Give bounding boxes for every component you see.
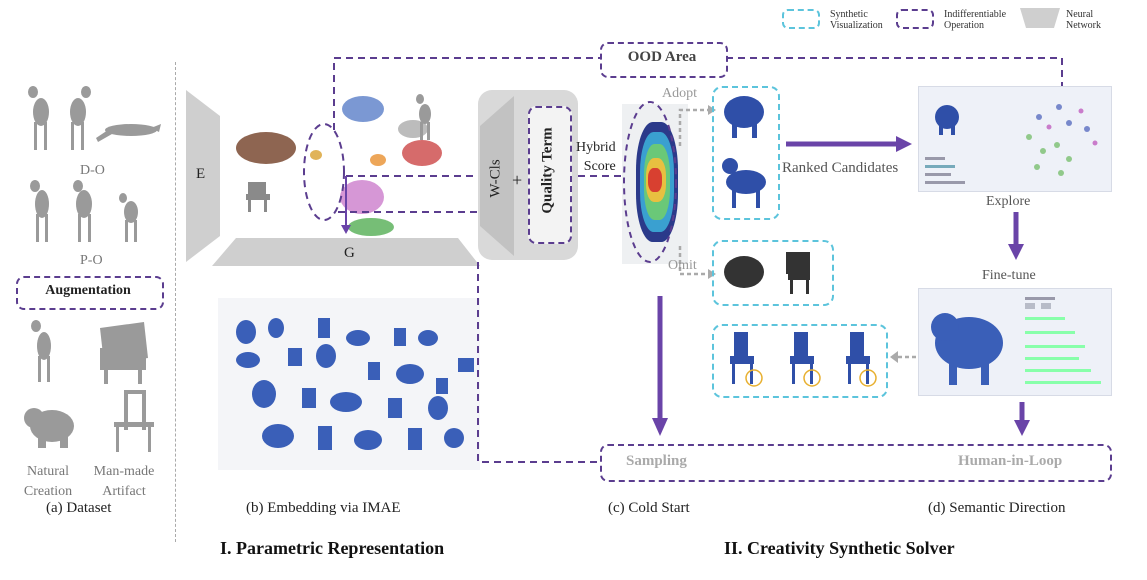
bottom-bar [600, 444, 1112, 482]
embedding-caption: (b) Embedding via IMAE [246, 500, 401, 516]
ranked-candidates-label: Ranked Candidates [782, 160, 899, 176]
separator [175, 62, 176, 542]
finetune-arrow [1008, 212, 1024, 260]
omitted-shapes [724, 252, 810, 294]
heatmap [622, 104, 688, 264]
embedding-scatter [230, 90, 470, 240]
legend-indiff-swatch [896, 9, 934, 29]
ranked-arrow [786, 136, 912, 152]
dataset-caption: (a) Dataset [46, 500, 112, 516]
hybrid-score-label: Hybrid Score [576, 140, 616, 174]
adopted-shapes [722, 96, 766, 208]
human-in-loop-label: Human-in-Loop [958, 453, 1063, 469]
ood-area-label: OOD Area [627, 49, 697, 65]
explore-panel [918, 86, 1112, 192]
deer-models-po [30, 180, 138, 242]
semantic-direction-caption: (d) Semantic Direction [928, 500, 1066, 516]
omitted-shapes-box [712, 240, 834, 306]
augmentation-box [16, 276, 164, 310]
natural-label: Natural Creation [23, 464, 73, 499]
generated-shapes-photo [218, 298, 480, 470]
po-label: P-O [80, 253, 103, 268]
decoder-g [212, 238, 480, 266]
deer-thumb [416, 94, 431, 140]
sampling-arrow [652, 296, 668, 436]
semantic-to-chairs-arrow [890, 351, 918, 363]
manmade-label: Man-made Artifact [93, 464, 155, 499]
ood-area-box [600, 42, 728, 78]
encoder-e [186, 90, 220, 262]
encoder-label: E [196, 166, 206, 182]
do-label: D-O [80, 163, 105, 178]
heatmap-outline [623, 101, 677, 263]
sampling-label: Sampling [626, 453, 687, 469]
omit-label: Omit [668, 258, 697, 273]
explore-label: Explore [986, 194, 1031, 209]
adopted-shapes-box [712, 86, 780, 220]
legend-synthetic-swatch [782, 9, 820, 29]
quality-box [528, 106, 572, 244]
finetuned-shapes [730, 332, 877, 387]
wcls-network [480, 96, 514, 256]
adopt-label: Adopt [662, 86, 697, 101]
decoder-label: G [344, 245, 355, 261]
legend-synthetic-label: Synthetic Visualization [830, 9, 883, 31]
semantic-panel [918, 288, 1112, 396]
section-one-title: I. Parametric Representation [220, 538, 445, 558]
legend-indiff-label: Indifferentiable Operation [944, 9, 1007, 31]
plus-sign: + [512, 170, 523, 190]
legend-nn-label: Neural Network [1066, 9, 1101, 31]
section-two-title: II. Creativity Synthetic Solver [724, 538, 955, 558]
finetune-label: Fine-tune [982, 268, 1036, 283]
augmented-models [24, 320, 154, 452]
finetuned-shapes-box [712, 324, 888, 398]
cold-start-caption: (c) Cold Start [608, 500, 690, 516]
legend-nn-swatch [1020, 8, 1060, 28]
deer-models-do [28, 86, 161, 150]
chair-thumb [246, 182, 270, 212]
augmentation-label: Augmentation [45, 283, 131, 298]
hil-arrow [1014, 402, 1030, 436]
